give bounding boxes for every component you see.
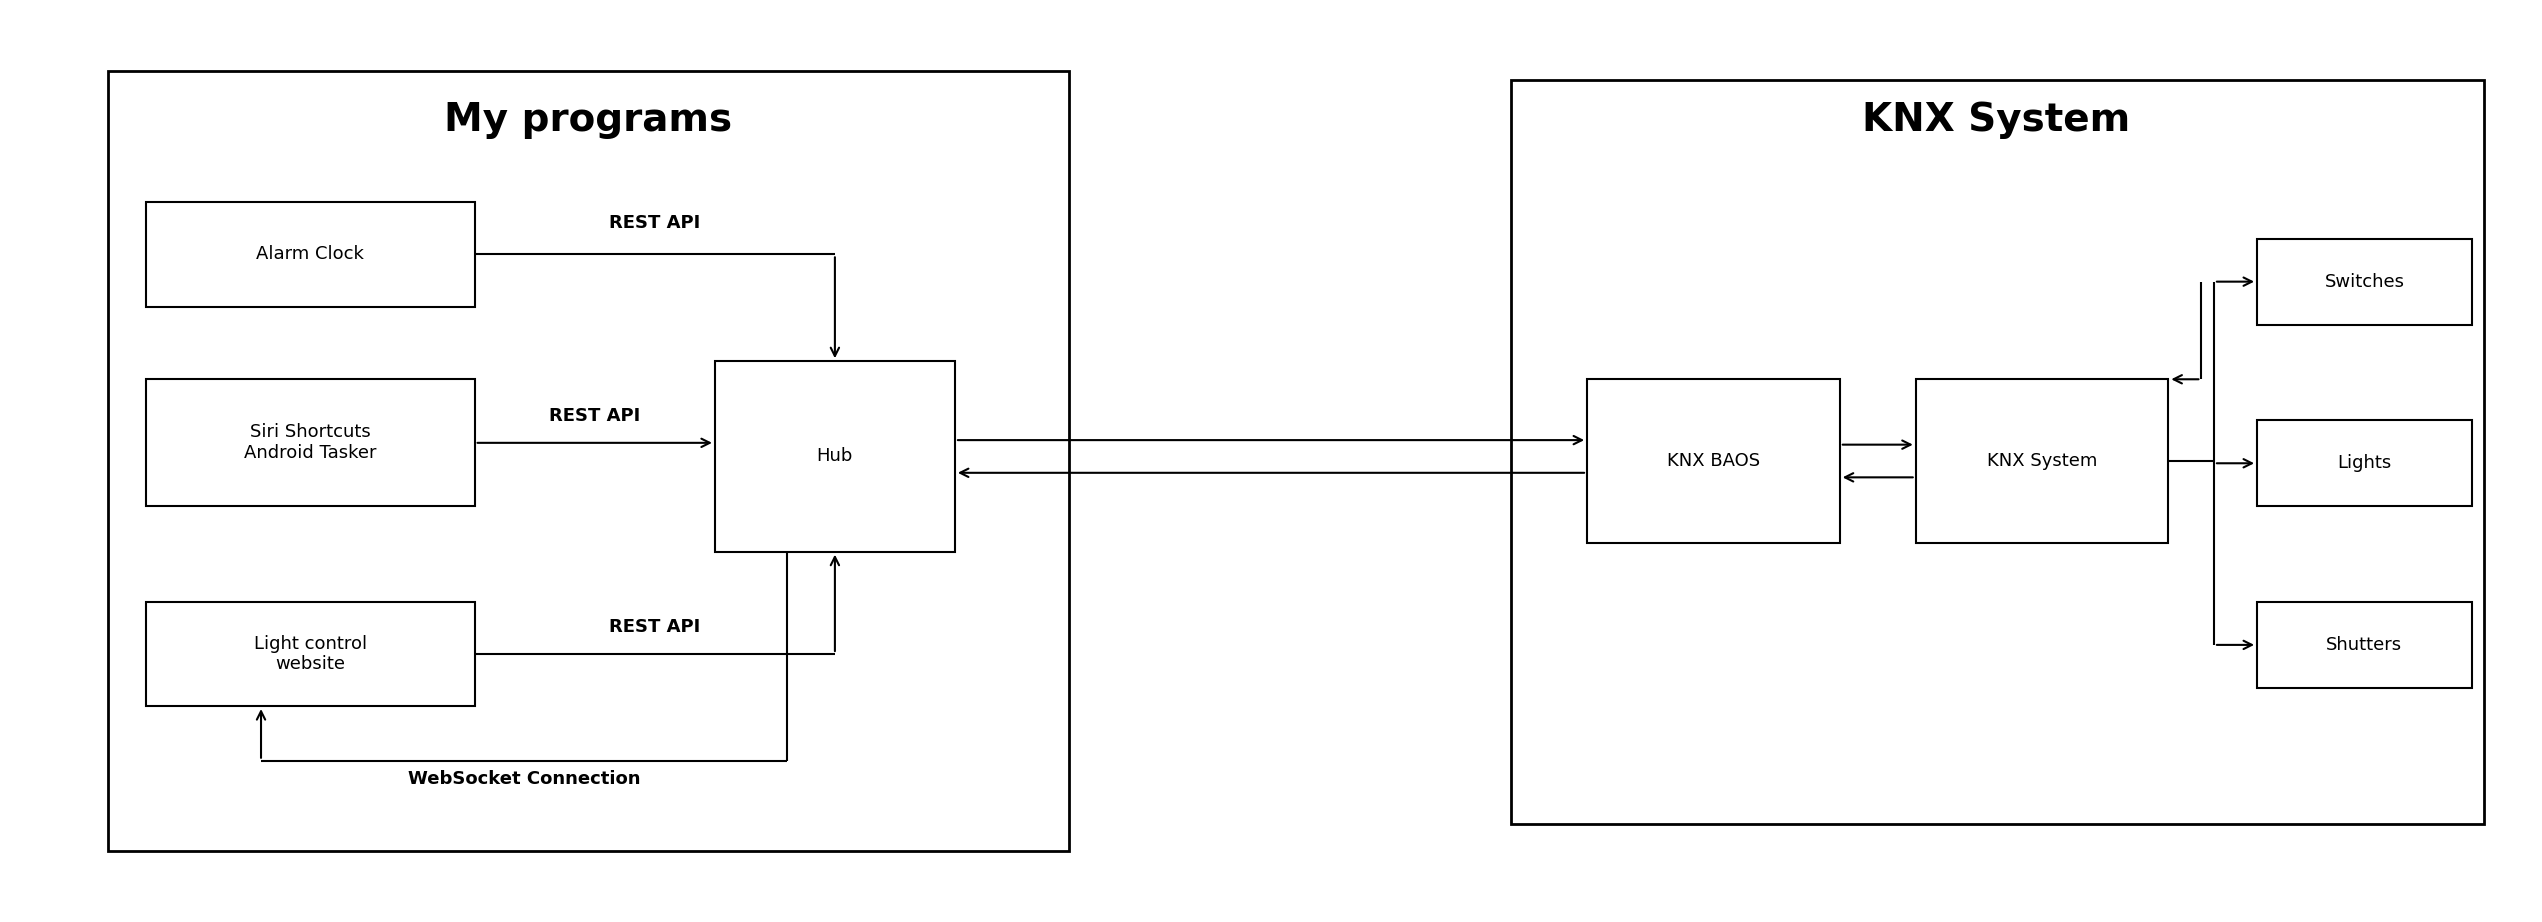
Text: REST API: REST API xyxy=(610,618,702,636)
Text: My programs: My programs xyxy=(445,100,732,138)
FancyBboxPatch shape xyxy=(109,70,1068,852)
Text: Lights: Lights xyxy=(2336,455,2392,472)
Text: KNX System: KNX System xyxy=(1988,452,2097,470)
FancyBboxPatch shape xyxy=(714,361,956,551)
FancyBboxPatch shape xyxy=(1917,379,2168,543)
FancyBboxPatch shape xyxy=(1586,379,1840,543)
Text: Siri Shortcuts
Android Tasker: Siri Shortcuts Android Tasker xyxy=(244,423,376,462)
FancyBboxPatch shape xyxy=(2257,239,2471,325)
FancyBboxPatch shape xyxy=(2257,602,2471,688)
Text: REST API: REST API xyxy=(549,407,641,425)
Text: Switches: Switches xyxy=(2323,273,2405,290)
Text: Alarm Clock: Alarm Clock xyxy=(257,245,364,264)
Text: REST API: REST API xyxy=(610,214,702,231)
FancyBboxPatch shape xyxy=(145,202,475,307)
Text: KNX System: KNX System xyxy=(1863,100,2130,138)
FancyBboxPatch shape xyxy=(145,602,475,706)
FancyBboxPatch shape xyxy=(1510,79,2484,824)
Text: KNX BAOS: KNX BAOS xyxy=(1668,452,1759,470)
Text: Shutters: Shutters xyxy=(2326,636,2402,654)
FancyBboxPatch shape xyxy=(145,379,475,506)
Text: Hub: Hub xyxy=(816,447,854,466)
Text: WebSocket Connection: WebSocket Connection xyxy=(407,770,641,787)
Text: Light control
website: Light control website xyxy=(254,634,366,673)
FancyBboxPatch shape xyxy=(2257,420,2471,506)
